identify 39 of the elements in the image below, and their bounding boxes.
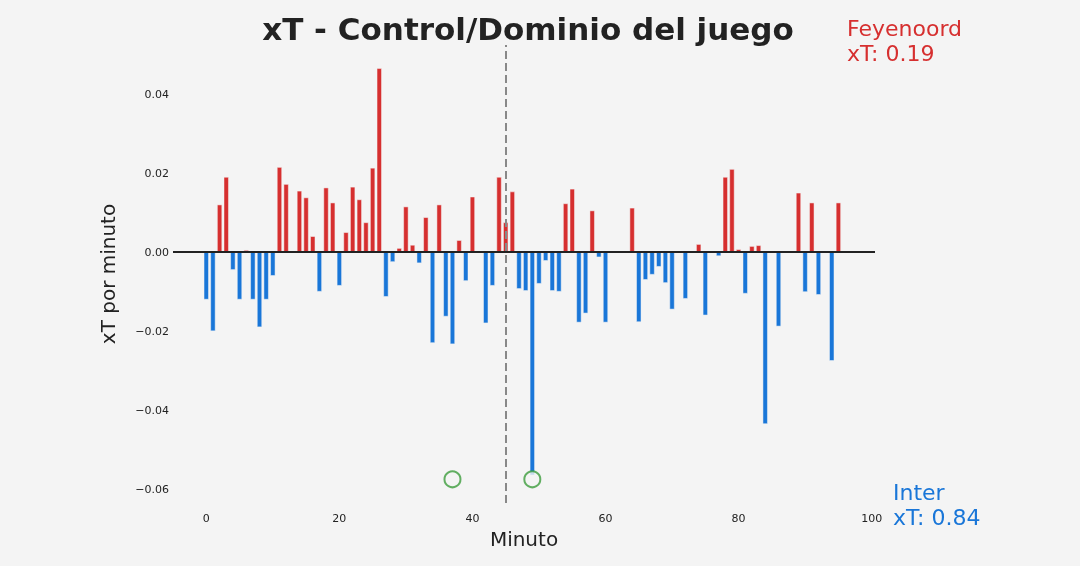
bar — [776, 252, 782, 327]
y-tick-label: 0.04 — [144, 87, 169, 101]
bar — [629, 207, 635, 253]
bar — [316, 252, 322, 292]
y-tick-label: −0.04 — [135, 403, 169, 417]
y-tick-label: 0.00 — [144, 245, 169, 259]
bar — [702, 252, 708, 316]
x-tick-label: 40 — [465, 512, 480, 525]
x-tick-label: 80 — [731, 512, 746, 525]
bar — [430, 252, 436, 343]
y-tick-label: 0.02 — [144, 166, 169, 180]
text: Inter xT: 0.84 — [893, 480, 981, 530]
x-tick-label: 60 — [598, 512, 613, 525]
x-tick-label: 100 — [861, 512, 883, 525]
bar — [423, 217, 429, 253]
bar — [469, 196, 475, 253]
bar — [802, 252, 808, 292]
y-tick-label: −0.02 — [135, 324, 169, 338]
bar — [795, 192, 801, 253]
bar — [589, 210, 595, 253]
bar — [829, 252, 835, 361]
annotation: Feyenoord xT: 0.19 — [847, 16, 963, 66]
x-tick-label: 20 — [332, 512, 347, 525]
bar — [762, 252, 768, 424]
chart-title: xT - Control/Dominio del juego — [262, 10, 794, 47]
bar — [456, 240, 462, 253]
bar — [682, 252, 688, 299]
bar — [835, 202, 841, 253]
bar — [336, 252, 342, 286]
y-tick-label: −0.06 — [135, 482, 169, 496]
bar — [436, 204, 442, 253]
y-axis-title: xT por minuto — [96, 203, 120, 345]
bar — [809, 202, 815, 253]
bar — [742, 252, 748, 294]
bar — [815, 252, 821, 295]
x-axis-title: Minuto — [489, 526, 559, 551]
bar — [463, 252, 469, 281]
bar — [416, 252, 422, 264]
x-tick-label: 0 — [202, 512, 210, 525]
